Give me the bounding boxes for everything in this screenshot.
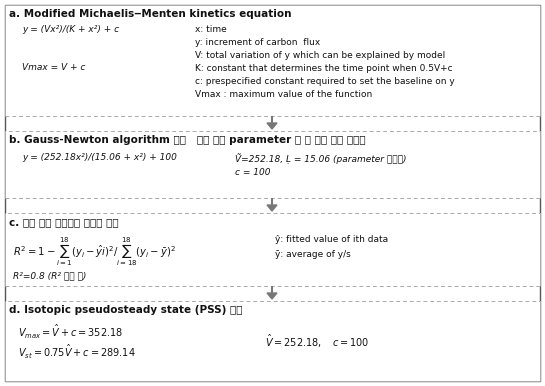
Text: d. Isotopic pseudosteady state (PSS) 계산: d. Isotopic pseudosteady state (PSS) 계산 — [9, 305, 243, 315]
Text: K: constant that determines the time point when 0.5V+c: K: constant that determines the time poi… — [195, 64, 453, 73]
Polygon shape — [267, 123, 277, 129]
Text: $\hat{V}=252.18,$   $c = 100$: $\hat{V}=252.18,$ $c = 100$ — [265, 333, 370, 350]
Text: ŷ: fitted value of ith data: ŷ: fitted value of ith data — [275, 235, 388, 244]
Text: $V_{st} = 0.75\hat{V} + c = 289.14$: $V_{st} = 0.75\hat{V} + c = 289.14$ — [18, 343, 136, 361]
Bar — [5, 5, 540, 116]
Bar — [5, 301, 540, 381]
Text: Ṽ=252.18, Ḷ = 15.06 (parameter 추정값): Ṽ=252.18, Ḷ = 15.06 (parameter 추정값) — [235, 153, 407, 164]
Polygon shape — [267, 293, 277, 299]
Text: c: prespecified constant required to set the baseline on y: c: prespecified constant required to set… — [195, 77, 455, 86]
Text: a. Modified Michaelis‒Menten kinetics equation: a. Modified Michaelis‒Menten kinetics eq… — [9, 9, 292, 19]
Text: y = (Vx²)/(K + x²) + c: y = (Vx²)/(K + x²) + c — [22, 25, 119, 34]
Text: $V_{max} = \hat{V} + c = 352.18$: $V_{max} = \hat{V} + c = 352.18$ — [18, 323, 123, 341]
Text: c = 100: c = 100 — [235, 168, 270, 177]
Text: $R^2 = 1 - \sum_{i=1}^{18}(y_i - \hat{y}i)^2/\sum_{i=18}^{18}(y_i - \bar{y})^2$: $R^2 = 1 - \sum_{i=1}^{18}(y_i - \hat{y}… — [13, 235, 176, 268]
Text: R²=0.8 (R² 계산 값): R²=0.8 (R² 계산 값) — [13, 271, 86, 280]
Text: y: increment of carbon  flux: y: increment of carbon flux — [195, 38, 320, 47]
Polygon shape — [267, 205, 277, 211]
Text: Vmax : maximum value of the function: Vmax : maximum value of the function — [195, 90, 372, 99]
Bar — [5, 213, 540, 286]
Bar — [5, 131, 540, 198]
Text: V: total variation of y which can be explained by model: V: total variation of y which can be exp… — [195, 51, 445, 60]
Text: x: time: x: time — [195, 25, 227, 34]
Text: ȳ: average of y/s: ȳ: average of y/s — [275, 250, 351, 259]
Text: y = (252.18x²)/(15.06 + x²) + 100: y = (252.18x²)/(15.06 + x²) + 100 — [22, 153, 177, 162]
Text: Vmax = V + c: Vmax = V + c — [22, 63, 86, 72]
Text: b. Gauss-Newton algorithm 통해   얻은 추정 parameter 값 과 예측 모델 방정식: b. Gauss-Newton algorithm 통해 얻은 추정 param… — [9, 135, 366, 145]
Text: c. 예측 모델 방정식의 적합성 확인: c. 예측 모델 방정식의 적합성 확인 — [9, 217, 119, 227]
